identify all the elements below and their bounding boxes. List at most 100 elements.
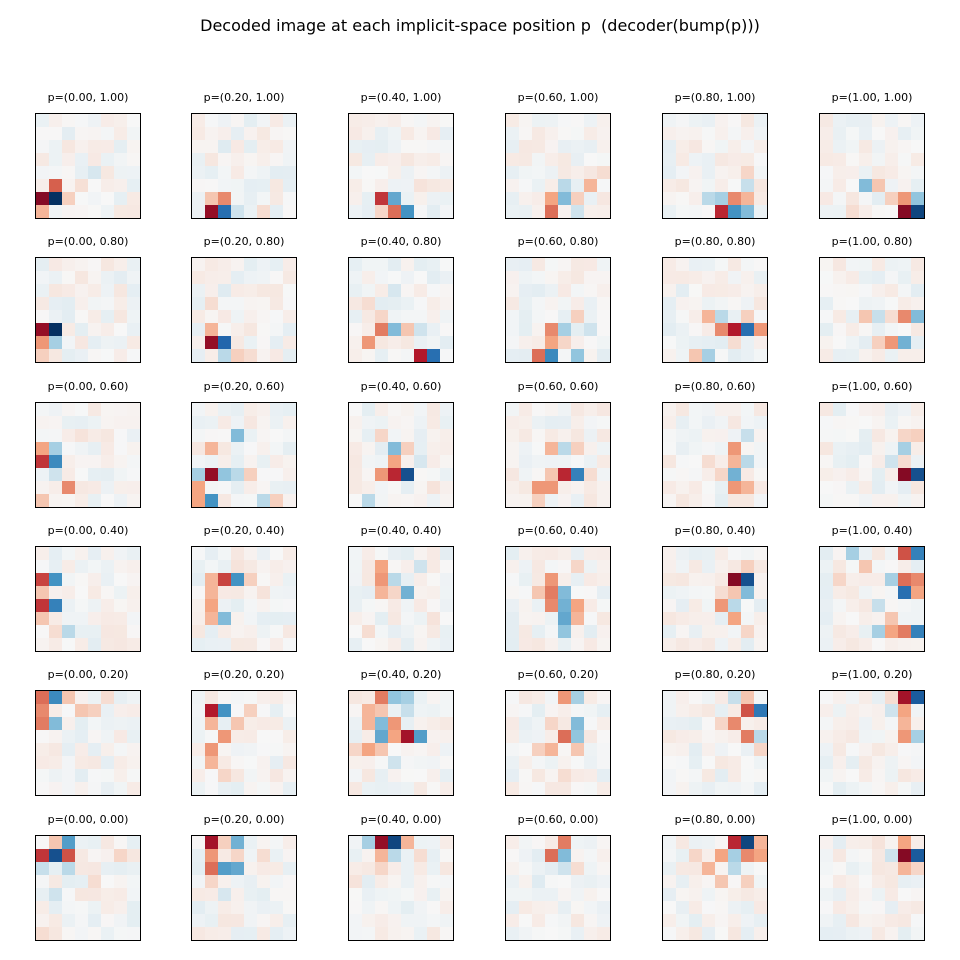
heatmap-cell <box>440 205 453 218</box>
heatmap-cell <box>270 349 284 362</box>
heatmap-cell <box>558 127 572 141</box>
heatmap-cell <box>231 862 245 876</box>
heatmap-cell <box>597 494 610 507</box>
heatmap-cell <box>127 442 140 456</box>
heatmap-cell <box>702 323 716 337</box>
heatmap-cell <box>362 271 376 285</box>
heatmap-cell <box>49 691 63 705</box>
heatmap-cell <box>571 114 585 128</box>
heatmap-cell <box>715 258 729 272</box>
heatmap-cell <box>440 769 453 783</box>
heatmap-cell <box>36 336 50 350</box>
heatmap-cell <box>532 153 546 167</box>
panel-image <box>348 113 454 219</box>
heatmap-cell <box>689 599 703 613</box>
heatmap-cell <box>506 494 520 507</box>
heatmap-cell <box>597 836 610 850</box>
heatmap-cell <box>114 638 128 651</box>
heatmap-cell <box>885 271 899 285</box>
heatmap-cell <box>375 625 389 639</box>
heatmap-cell <box>741 114 755 128</box>
heatmap-cell <box>506 547 520 561</box>
heatmap-cell <box>101 875 115 889</box>
heatmap-cell <box>663 284 677 298</box>
heatmap-cell <box>506 888 520 902</box>
heatmap-cell <box>506 612 520 626</box>
heatmap-cell <box>597 166 610 180</box>
heatmap-cell <box>519 323 533 337</box>
heatmap-cell <box>885 875 899 889</box>
heatmap-cell <box>401 927 415 940</box>
heatmap-cell <box>846 271 860 285</box>
heatmap-cell <box>689 284 703 298</box>
heatmap-cell <box>257 743 271 757</box>
heatmap-cell <box>728 336 742 350</box>
heatmap-cell <box>62 127 76 141</box>
heatmap-cell <box>833 153 847 167</box>
heatmap-cell <box>898 429 912 443</box>
heatmap-cell <box>127 153 140 167</box>
heatmap-cell <box>270 625 284 639</box>
heatmap-cell <box>911 888 924 902</box>
heatmap-cell <box>49 349 63 362</box>
heatmap-cell <box>820 297 834 311</box>
heatmap-cell <box>754 730 767 744</box>
heatmap-cell <box>846 769 860 783</box>
heatmap-cell <box>506 349 520 362</box>
heatmap-cell <box>440 638 453 651</box>
heatmap-cell <box>846 782 860 795</box>
heatmap-cell <box>663 743 677 757</box>
decoded-image <box>506 403 610 507</box>
heatmap-cell <box>362 743 376 757</box>
heatmap-cell <box>532 756 546 770</box>
heatmap-cell <box>244 494 258 507</box>
heatmap-cell <box>859 560 873 574</box>
heatmap-cell <box>715 782 729 795</box>
heatmap-cell <box>911 612 924 626</box>
heatmap-cell <box>205 297 219 311</box>
heatmap-cell <box>898 127 912 141</box>
heatmap-cell <box>388 323 402 337</box>
heatmap-cell <box>898 901 912 915</box>
heatmap-cell <box>440 547 453 561</box>
heatmap-cell <box>36 730 50 744</box>
heatmap-cell <box>571 297 585 311</box>
heatmap-cell <box>506 284 520 298</box>
heatmap-cell <box>728 114 742 128</box>
heatmap-cell <box>36 192 50 206</box>
heatmap-cell <box>689 349 703 362</box>
heatmap-cell <box>820 494 834 507</box>
heatmap-cell <box>833 127 847 141</box>
heatmap-cell <box>506 704 520 718</box>
heatmap-cell <box>270 849 284 863</box>
heatmap-cell <box>192 336 206 350</box>
heatmap-cell <box>597 310 610 324</box>
heatmap-cell <box>728 573 742 587</box>
panel-image <box>348 835 454 941</box>
heatmap-cell <box>519 153 533 167</box>
heatmap-cell <box>872 481 886 495</box>
heatmap-cell <box>532 560 546 574</box>
heatmap-cell <box>754 743 767 757</box>
heatmap-cell <box>898 455 912 469</box>
heatmap-cell <box>532 494 546 507</box>
heatmap-cell <box>833 914 847 928</box>
heatmap-cell <box>270 612 284 626</box>
heatmap-cell <box>362 769 376 783</box>
heatmap-cell <box>362 730 376 744</box>
heatmap-cell <box>571 560 585 574</box>
heatmap-cell <box>833 862 847 876</box>
heatmap-cell <box>532 849 546 863</box>
heatmap-cell <box>127 271 140 285</box>
heatmap-cell <box>49 782 63 795</box>
heatmap-cell <box>88 849 102 863</box>
heatmap-cell <box>558 914 572 928</box>
heatmap-cell <box>114 875 128 889</box>
heatmap-cell <box>820 114 834 128</box>
heatmap-cell <box>440 310 453 324</box>
heatmap-cell <box>218 455 232 469</box>
heatmap-cell <box>62 336 76 350</box>
heatmap-cell <box>584 862 598 876</box>
heatmap-cell <box>88 403 102 417</box>
heatmap-cell <box>689 612 703 626</box>
